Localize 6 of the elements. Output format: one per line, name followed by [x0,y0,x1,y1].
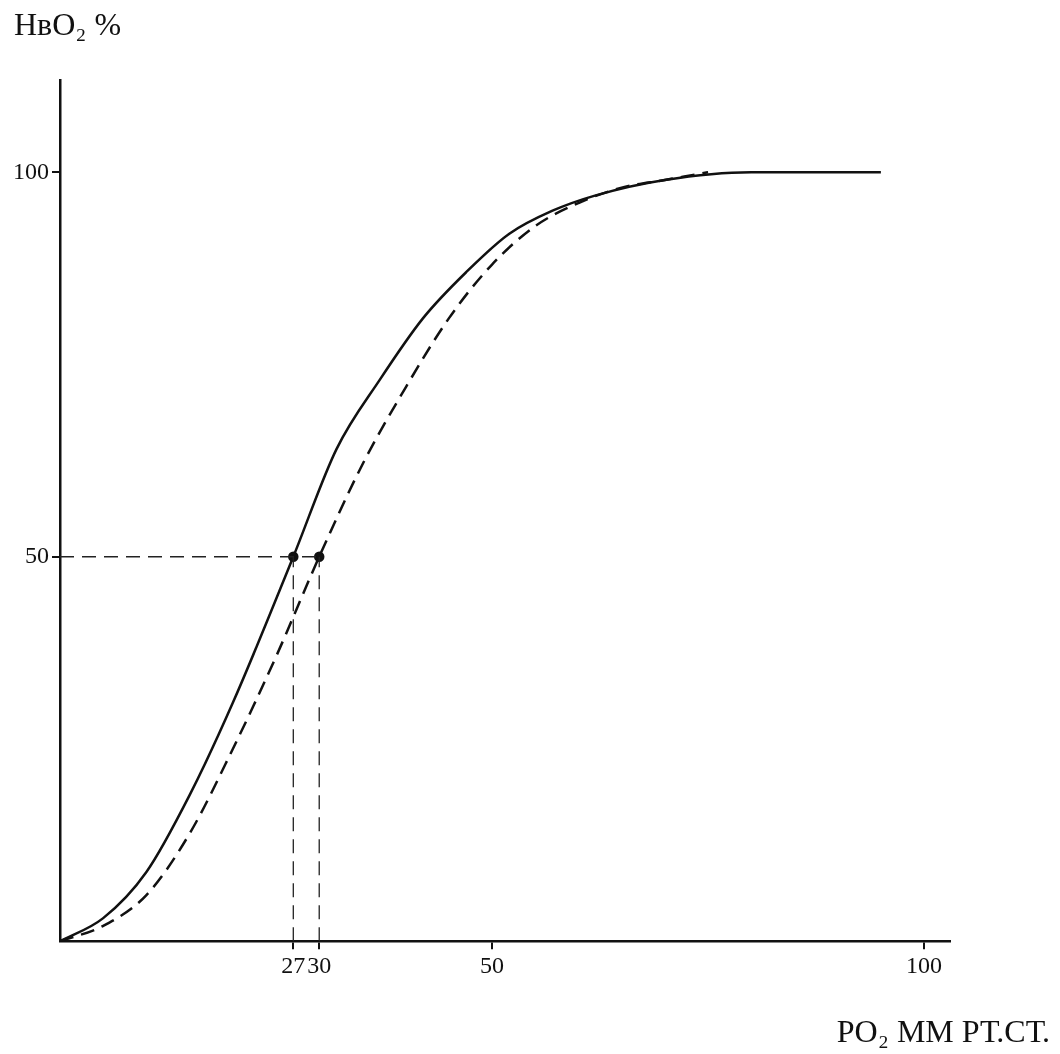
x-tick-label: 100 [906,951,943,978]
y-axis-title: HвO₂ % [14,6,122,43]
x-tick-label: 27 [281,951,306,978]
x-axis-title: PO₂ ММ РТ.СТ. [836,1013,1050,1050]
x-tick-label: 30 [307,951,332,978]
x-tick-label: 50 [480,951,505,978]
